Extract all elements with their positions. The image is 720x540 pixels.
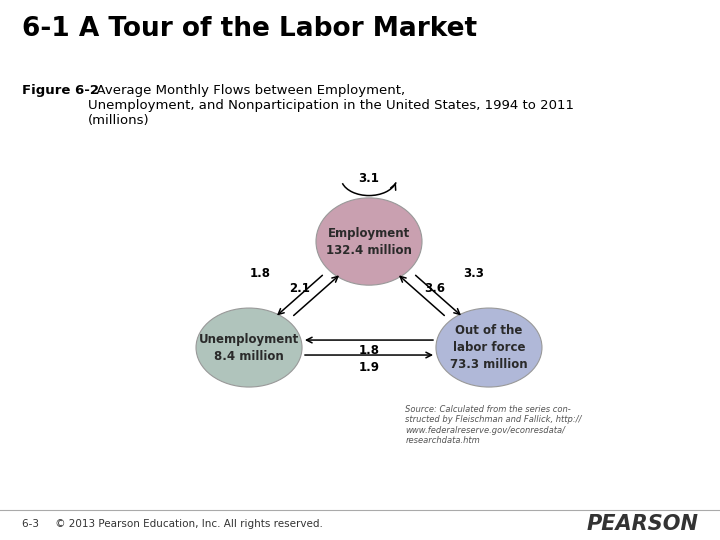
Text: 3.1: 3.1 xyxy=(359,172,379,185)
Text: Employment
132.4 million: Employment 132.4 million xyxy=(326,226,412,256)
Text: PEARSON: PEARSON xyxy=(586,514,698,534)
Text: 3.6: 3.6 xyxy=(424,282,446,295)
Text: Unemployment
8.4 million: Unemployment 8.4 million xyxy=(199,333,299,362)
Text: Figure 6-2: Figure 6-2 xyxy=(22,84,99,97)
Text: 1.9: 1.9 xyxy=(359,361,379,374)
Text: 6-1 A Tour of the Labor Market: 6-1 A Tour of the Labor Market xyxy=(22,16,477,42)
Text: 2.1: 2.1 xyxy=(289,282,310,295)
Text: Source: Calculated from the series con-
structed by Fleischman and Fallick, http: Source: Calculated from the series con- … xyxy=(405,405,582,446)
Ellipse shape xyxy=(436,308,542,387)
Ellipse shape xyxy=(196,308,302,387)
Text: 6-3     © 2013 Pearson Education, Inc. All rights reserved.: 6-3 © 2013 Pearson Education, Inc. All r… xyxy=(22,519,323,529)
Text: 1.8: 1.8 xyxy=(250,267,271,280)
Ellipse shape xyxy=(316,198,422,285)
Text: 3.3: 3.3 xyxy=(464,267,485,280)
Text: Average Monthly Flows between Employment,
Unemployment, and Nonparticipation in : Average Monthly Flows between Employment… xyxy=(88,84,574,127)
Text: Out of the
labor force
73.3 million: Out of the labor force 73.3 million xyxy=(450,324,528,371)
Text: 1.8: 1.8 xyxy=(359,344,379,357)
